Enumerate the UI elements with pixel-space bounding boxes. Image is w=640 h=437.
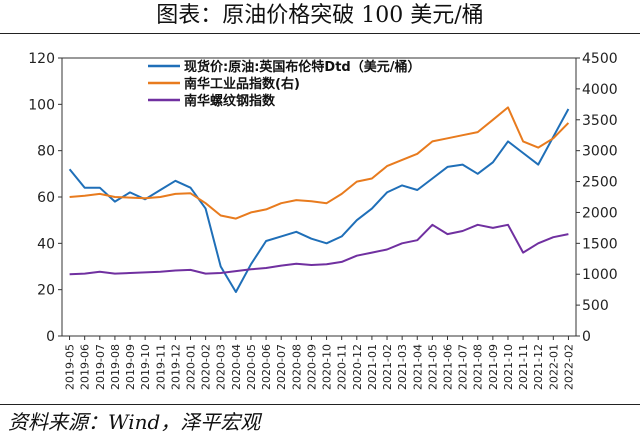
- x-tick-label: 2019-09: [124, 344, 137, 390]
- x-tick-label: 2019-12: [169, 344, 182, 390]
- source-rule: [0, 404, 640, 405]
- x-tick-label: 2022-02: [562, 344, 575, 390]
- y-right-tick-label: 2500: [582, 175, 618, 191]
- x-tick-label: 2020-01: [185, 344, 198, 390]
- y-right-tick-label: 4000: [582, 82, 618, 98]
- y-left-tick-label: 60: [37, 190, 55, 206]
- x-tick-label: 2019-08: [109, 344, 122, 390]
- y-left-tick-label: 120: [28, 51, 55, 67]
- x-tick-label: 2021-01: [366, 344, 379, 390]
- x-tick-label: 2020-12: [351, 344, 364, 390]
- y-left-tick-label: 40: [37, 236, 55, 252]
- y-right-tick-label: 4500: [582, 51, 618, 67]
- title-rule-top: [0, 33, 640, 34]
- y-right-tick-label: 0: [582, 329, 591, 345]
- x-tick-label: 2020-05: [245, 344, 258, 390]
- x-tick-label: 2020-07: [275, 344, 288, 390]
- x-tick-label: 2020-10: [321, 344, 334, 390]
- x-tick-label: 2021-02: [381, 344, 394, 390]
- y-right-tick-label: 3000: [582, 144, 618, 160]
- x-tick-label: 2020-06: [260, 344, 273, 390]
- series-line-3: [69, 223, 569, 276]
- x-tick-label: 2020-03: [215, 344, 228, 390]
- x-tick-label: 2021-10: [502, 344, 515, 390]
- x-tick-label: 2021-06: [442, 344, 455, 390]
- y-right-tick-label: 2000: [582, 205, 618, 221]
- x-tick-label: 2021-03: [396, 344, 409, 390]
- x-tick-label: 2021-12: [532, 344, 545, 390]
- x-tick-label: 2020-02: [200, 344, 213, 390]
- y-right-tick-label: 1000: [582, 267, 618, 283]
- x-tick-label: 2021-05: [426, 344, 439, 390]
- y-left-tick-label: 80: [37, 144, 55, 160]
- chart: 0 20 40 60 80 100 120 0 500 1000 1500 2000 2500 3000 3…: [28, 51, 618, 390]
- y-right-tick-label: 3500: [582, 113, 618, 129]
- source-note: 资料来源：Wind，泽平宏观: [8, 410, 261, 434]
- y-right-tick-label: 500: [582, 298, 609, 314]
- series-line-2: [69, 106, 570, 220]
- y-left-tick-label: 20: [37, 283, 55, 299]
- x-tick-label: 2019-10: [139, 344, 152, 390]
- series-line-1: [68, 108, 570, 293]
- x-tick-label: 2020-09: [305, 344, 318, 390]
- x-tick-label: 2022-01: [547, 344, 560, 390]
- y-left-tick-label: 0: [46, 329, 55, 345]
- x-tick-label: 2019-05: [64, 344, 77, 390]
- x-tick-label: 2020-11: [336, 344, 349, 390]
- x-tick-label: 2020-08: [290, 344, 303, 390]
- legend-label-3: 南华螺纹钢指数: [184, 93, 276, 109]
- y-left-tick-label: 100: [28, 97, 55, 113]
- x-tick-label: 2021-11: [517, 344, 530, 390]
- y-right-tick-label: 1500: [582, 236, 618, 252]
- chart-title: 图表：原油价格突破 100 美元/桶: [156, 3, 484, 28]
- x-tick-label: 2021-08: [472, 344, 485, 390]
- x-tick-label: 2019-06: [79, 344, 92, 390]
- x-tick-label: 2021-04: [411, 344, 424, 390]
- x-tick-label: 2020-04: [230, 344, 243, 390]
- x-tick-label: 2021-09: [487, 344, 500, 390]
- legend-label-1: 现货价:原油:英国布伦特Dtd（美元/桶）: [184, 59, 420, 75]
- x-tick-label: 2019-11: [154, 344, 167, 390]
- x-tick-label: 2021-07: [457, 344, 470, 390]
- legend-label-2: 南华工业品指数(右): [184, 76, 300, 92]
- x-tick-label: 2019-07: [94, 344, 107, 390]
